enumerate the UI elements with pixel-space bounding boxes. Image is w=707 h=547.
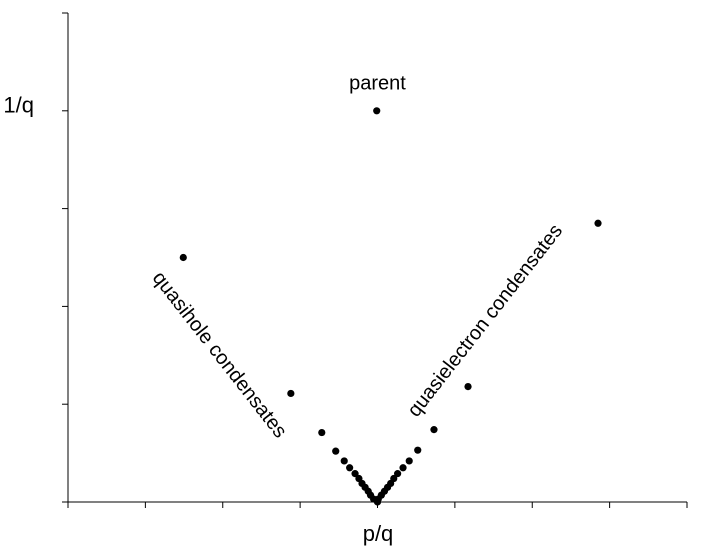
- point: [340, 457, 348, 465]
- point: [594, 219, 602, 227]
- point: [405, 457, 413, 465]
- point: [318, 428, 326, 437]
- point: [332, 447, 340, 455]
- point: [414, 446, 422, 454]
- point: [179, 253, 187, 262]
- annotation: quasielectron condensates: [403, 220, 567, 421]
- point: [430, 426, 438, 434]
- annotation: parent: [349, 73, 406, 95]
- annotation: quasihole condensates: [148, 267, 291, 442]
- point: [394, 470, 402, 478]
- point: [287, 389, 295, 398]
- point: [464, 382, 472, 391]
- point: [399, 464, 407, 472]
- point: [351, 470, 359, 478]
- point: [373, 107, 381, 115]
- x-axis-label: p/q: [363, 521, 394, 546]
- point: [373, 498, 382, 506]
- point: [346, 464, 354, 472]
- y-tick-label: 1/q: [3, 93, 34, 118]
